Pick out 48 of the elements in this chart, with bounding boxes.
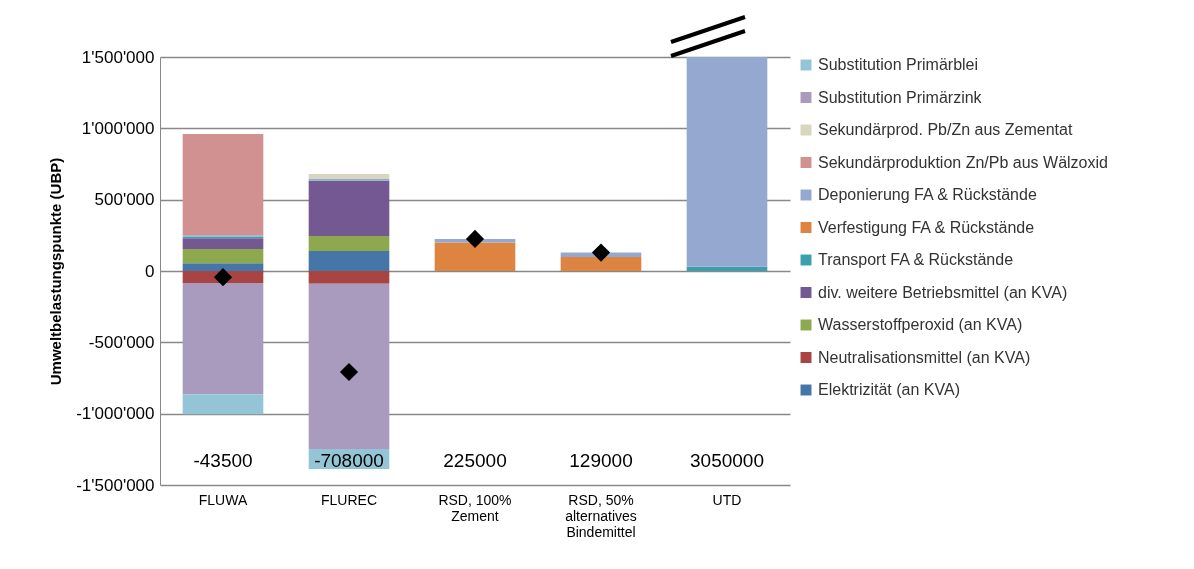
bar xyxy=(182,394,264,415)
annotation: -708000 xyxy=(314,450,384,471)
bar xyxy=(308,181,390,237)
point xyxy=(591,243,611,262)
legend-label: Transport FA & Rückstände xyxy=(818,251,1014,268)
legend-label: Substitution Primärzink xyxy=(818,88,983,106)
bar xyxy=(308,251,390,271)
x-tick-label: UTD xyxy=(712,491,742,508)
bar xyxy=(182,248,264,264)
x-tick-label: FLUWA xyxy=(198,491,248,508)
legend-label: Verfestigung FA & Rückstände xyxy=(818,218,1035,236)
annotation: 225000 xyxy=(443,450,507,471)
annotation: 3050000 xyxy=(690,450,764,471)
bar xyxy=(560,257,642,271)
y-tick-label: -1'000'000 xyxy=(76,404,155,424)
bar xyxy=(308,271,390,284)
legend-label: Elektrizität (an KVA) xyxy=(818,381,960,398)
point xyxy=(465,229,485,248)
point xyxy=(339,362,359,382)
point xyxy=(213,268,233,287)
legend-label: Wasserstoffperoxid (an KVA) xyxy=(818,316,1023,333)
x-tick-label: RSD, 50% alternatives Bindemittel xyxy=(565,491,637,540)
bar xyxy=(308,236,390,252)
legend-label: Sekundärproduktion Zn/Pb aus Wälzoxid xyxy=(818,153,1108,171)
annotation: -43500 xyxy=(193,450,253,471)
y-tick-label: 500'000 xyxy=(94,190,155,210)
legend-label: Sekundärprod. Pb/Zn aus Zementat xyxy=(818,121,1073,138)
x-tick-label: FLUREC xyxy=(320,491,378,508)
y-tick-label: -500'000 xyxy=(88,332,155,352)
y-tick-label: 1'500'000 xyxy=(81,47,155,67)
bar xyxy=(308,283,390,450)
bar xyxy=(308,173,390,179)
legend-label: Substitution Primärblei xyxy=(818,56,979,73)
y-tick-label: 0 xyxy=(145,261,155,281)
bar xyxy=(182,238,264,249)
y-tick-label: -1'500'000 xyxy=(76,475,155,495)
annotation: 129000 xyxy=(569,450,633,471)
legend-label: div. weitere Betriebsmittel (an KVA) xyxy=(818,283,1068,301)
y-axis-title: Umweltbelastungspunkte (UBP) xyxy=(47,157,65,386)
bar xyxy=(182,134,264,236)
bar xyxy=(686,266,768,271)
bar xyxy=(434,242,516,271)
x-tick-label: RSD, 100% Zement xyxy=(438,491,512,524)
bar xyxy=(182,282,264,395)
legend-label: Neutralisationsmittel (an KVA) xyxy=(818,348,1031,366)
y-tick-label: 1'000'000 xyxy=(81,118,155,138)
legend-label: Deponierung FA & Rückstände xyxy=(818,186,1037,203)
bar xyxy=(182,263,264,271)
